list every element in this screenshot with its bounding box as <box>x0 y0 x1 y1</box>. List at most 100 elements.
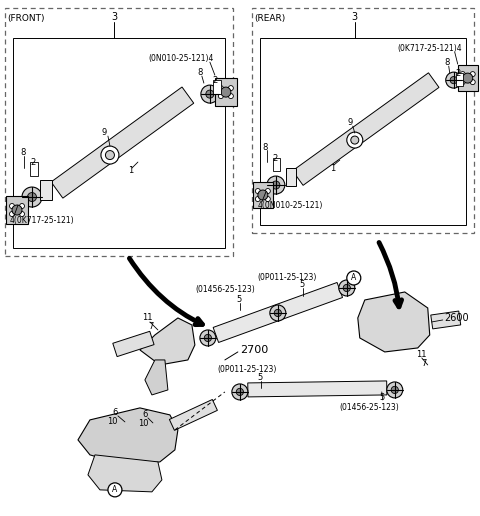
Circle shape <box>232 384 248 400</box>
Text: 8: 8 <box>20 148 25 156</box>
Text: 9: 9 <box>102 127 107 137</box>
Bar <box>215 78 237 106</box>
Text: 1: 1 <box>330 164 335 172</box>
Polygon shape <box>145 360 168 395</box>
Text: 1: 1 <box>128 166 133 174</box>
Circle shape <box>255 188 260 194</box>
Bar <box>40 180 52 200</box>
Circle shape <box>470 72 475 76</box>
Circle shape <box>470 79 475 85</box>
Text: A: A <box>351 273 357 282</box>
Text: 5: 5 <box>237 296 242 304</box>
Circle shape <box>463 73 473 83</box>
Polygon shape <box>431 311 461 329</box>
Polygon shape <box>51 87 194 198</box>
Text: 7: 7 <box>422 360 427 368</box>
Text: 8: 8 <box>445 58 450 67</box>
Text: (FRONT): (FRONT) <box>7 13 45 23</box>
Text: 11: 11 <box>142 313 153 322</box>
Text: 2700: 2700 <box>240 345 268 355</box>
Circle shape <box>236 389 243 396</box>
Text: 7: 7 <box>148 322 153 331</box>
Circle shape <box>460 79 465 85</box>
Text: (01456-25-123): (01456-25-123) <box>195 285 254 295</box>
Text: 10: 10 <box>138 420 148 428</box>
Circle shape <box>255 197 260 202</box>
Circle shape <box>391 386 398 394</box>
Text: 9: 9 <box>348 118 353 126</box>
Circle shape <box>228 86 233 91</box>
Bar <box>456 73 463 86</box>
Circle shape <box>351 136 359 144</box>
Text: (0K717-25-121)4: (0K717-25-121)4 <box>398 44 462 53</box>
Circle shape <box>10 203 14 208</box>
Polygon shape <box>358 292 430 352</box>
Text: 8: 8 <box>197 68 202 76</box>
Circle shape <box>221 87 231 97</box>
Bar <box>5 8 233 256</box>
Text: 2: 2 <box>213 76 218 85</box>
Text: 4(0N010-25-121): 4(0N010-25-121) <box>258 201 323 209</box>
Bar <box>30 162 38 176</box>
Circle shape <box>22 187 42 207</box>
Circle shape <box>101 146 119 164</box>
Text: (0P011-25-123): (0P011-25-123) <box>218 365 277 375</box>
Circle shape <box>450 76 457 84</box>
Circle shape <box>20 212 24 217</box>
Circle shape <box>206 90 214 98</box>
Text: (01456-25-123): (01456-25-123) <box>340 404 399 412</box>
Text: 6: 6 <box>142 410 147 420</box>
Polygon shape <box>113 331 154 357</box>
Circle shape <box>218 93 223 99</box>
Polygon shape <box>248 381 387 397</box>
Text: 2: 2 <box>456 69 461 77</box>
Circle shape <box>201 85 219 103</box>
Circle shape <box>347 132 363 148</box>
Bar <box>252 8 474 233</box>
Polygon shape <box>293 73 439 185</box>
Circle shape <box>204 334 212 342</box>
Text: 5: 5 <box>300 281 305 289</box>
Circle shape <box>265 188 270 194</box>
Bar <box>286 168 296 186</box>
Circle shape <box>347 271 361 285</box>
Polygon shape <box>213 282 343 343</box>
Circle shape <box>12 205 22 215</box>
Circle shape <box>20 203 24 208</box>
Polygon shape <box>78 408 178 465</box>
Text: 2: 2 <box>30 157 35 167</box>
Text: 3: 3 <box>352 12 358 22</box>
Circle shape <box>460 72 465 76</box>
Text: A: A <box>112 486 118 494</box>
Bar <box>458 65 478 91</box>
Circle shape <box>10 212 14 217</box>
Circle shape <box>274 310 281 316</box>
Circle shape <box>106 151 114 159</box>
Circle shape <box>228 93 233 99</box>
Bar <box>260 38 466 225</box>
Text: (0N010-25-121)4: (0N010-25-121)4 <box>148 54 213 62</box>
Text: 6: 6 <box>112 408 117 417</box>
Bar <box>253 182 273 208</box>
Circle shape <box>446 72 462 88</box>
Text: (REAR): (REAR) <box>254 13 285 23</box>
Text: 4(0K717-25-121): 4(0K717-25-121) <box>10 216 74 224</box>
Text: 5: 5 <box>380 393 385 402</box>
Bar <box>13 38 225 248</box>
Text: 11: 11 <box>416 350 426 360</box>
Polygon shape <box>140 318 195 365</box>
Text: (0P011-25-123): (0P011-25-123) <box>258 273 317 282</box>
Circle shape <box>218 86 223 91</box>
Circle shape <box>258 190 268 200</box>
Text: 3: 3 <box>111 12 117 22</box>
Text: 8: 8 <box>263 142 268 152</box>
Circle shape <box>270 305 286 321</box>
Text: 2600: 2600 <box>445 313 469 323</box>
Circle shape <box>108 483 122 497</box>
Circle shape <box>27 192 36 202</box>
Circle shape <box>267 176 285 194</box>
Polygon shape <box>88 455 162 492</box>
Bar <box>273 158 280 171</box>
Circle shape <box>265 197 270 202</box>
Polygon shape <box>169 399 217 430</box>
